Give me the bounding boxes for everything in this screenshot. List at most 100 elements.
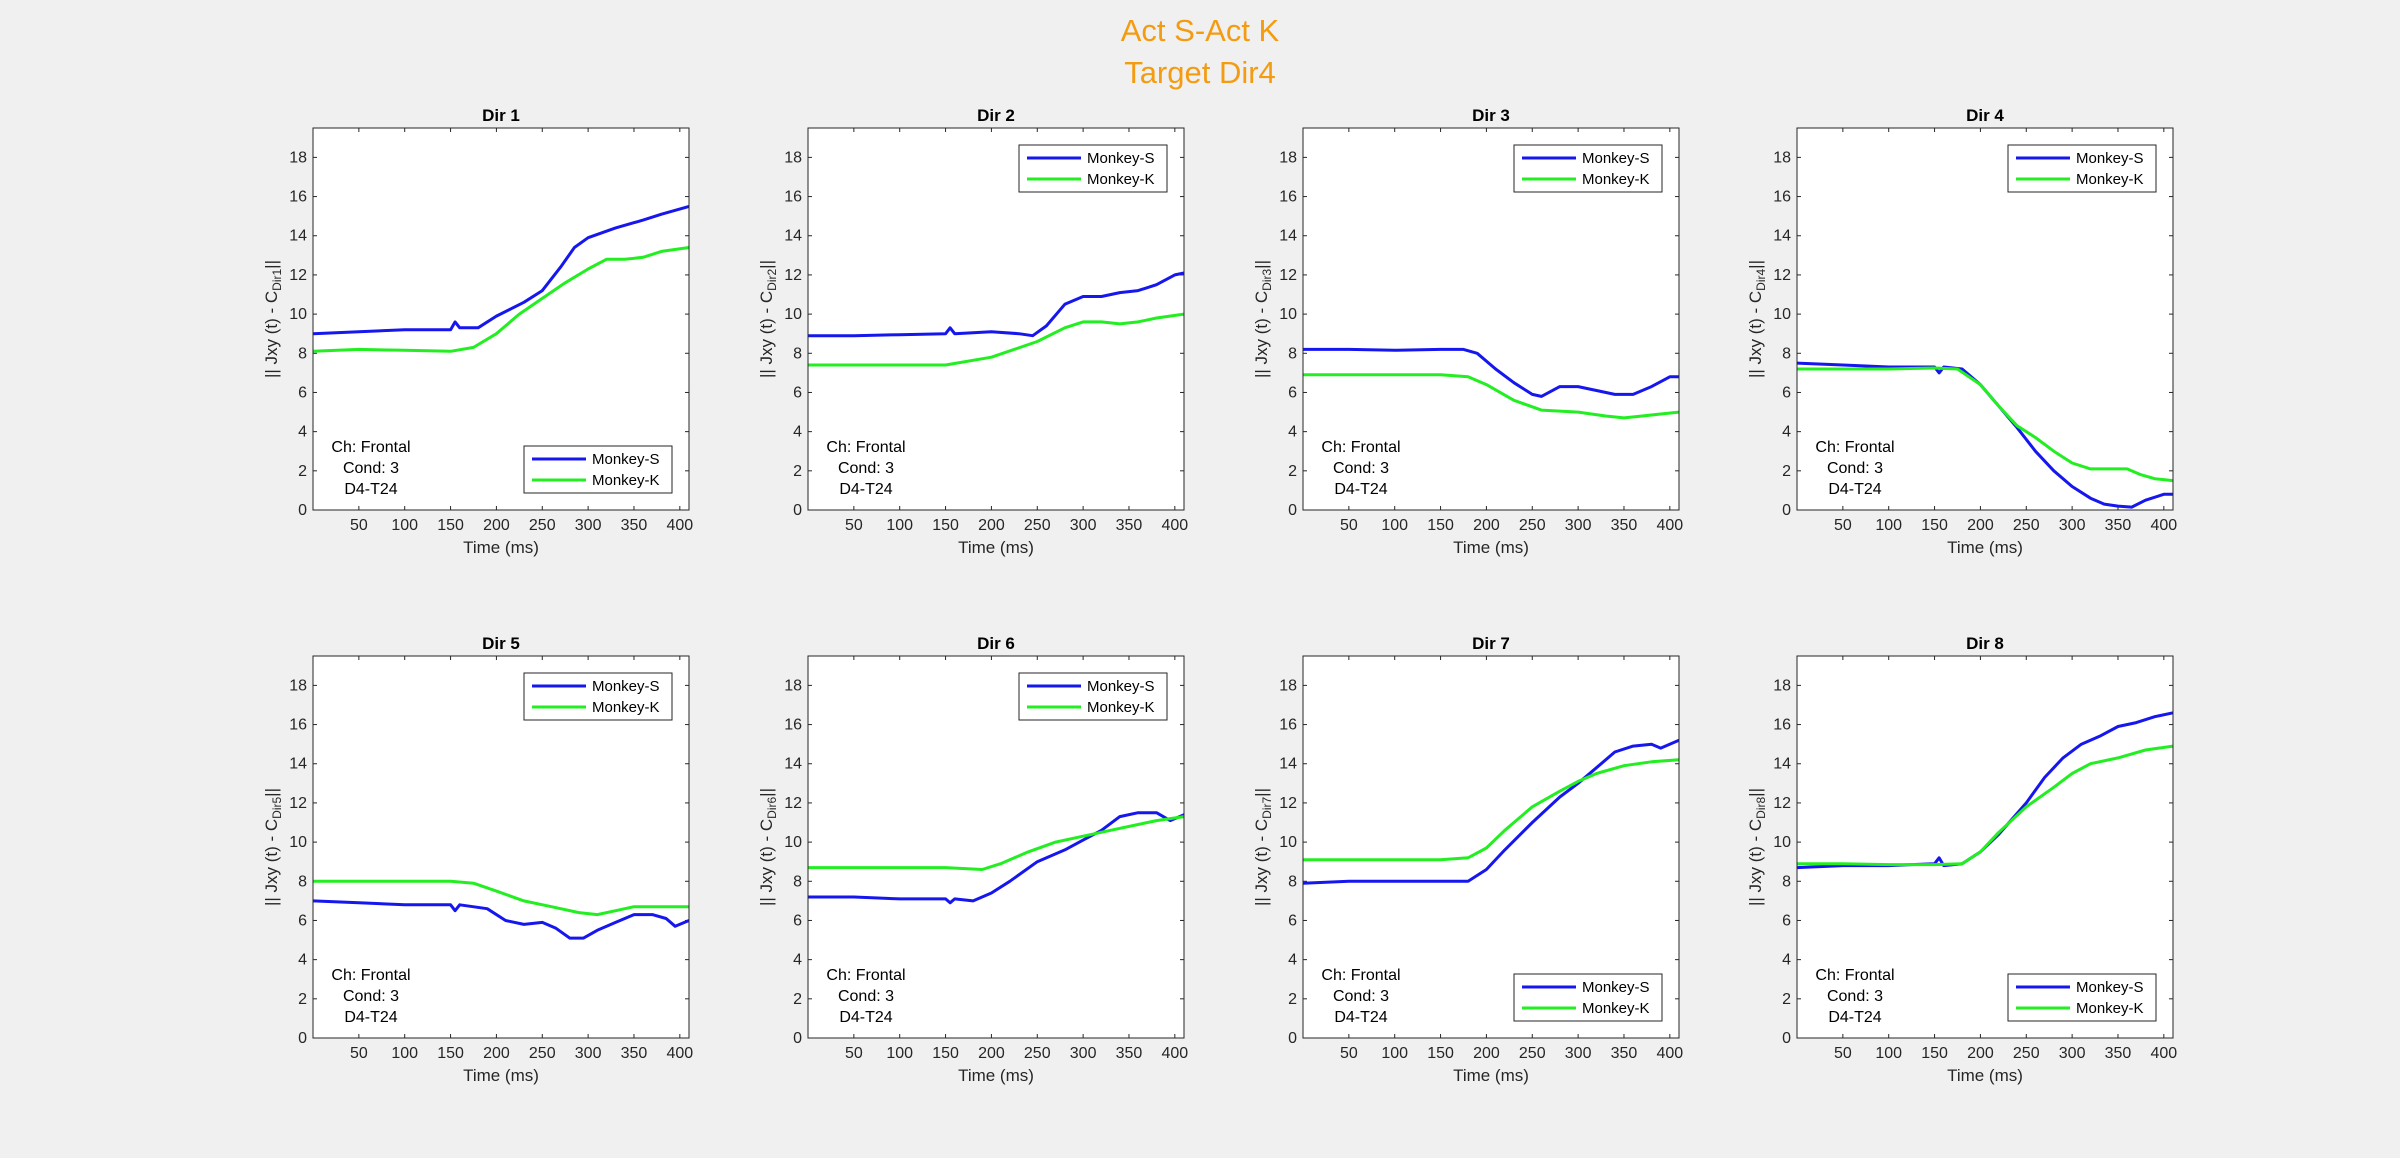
legend: Monkey-S Monkey-K	[1018, 672, 1168, 721]
subplot-3: 50 100 150 200 250 300 350 400 0 2 4 6 8 10 12 14 16 18 Di…	[1252, 106, 1683, 557]
y-axis-label: || Jxy (t) - CDir6||	[757, 788, 779, 906]
legend-box	[1018, 144, 1168, 193]
series-line-monkey-s	[1303, 347, 1679, 398]
y-tick-label: 4	[1782, 424, 1791, 441]
x-tick-label: 200	[1967, 1045, 1994, 1062]
y-tick-label: 14	[784, 756, 802, 773]
legend-label: Monkey-S	[1582, 150, 1650, 167]
y-tick-label: 6	[1782, 384, 1791, 401]
subplot-4: 50 100 150 200 250 300 350 400 0 2 4 6 8 10 12 14 16 18 Di…	[1746, 106, 2177, 557]
x-tick-label: 300	[2059, 1045, 2086, 1062]
y-tick-label: 4	[298, 424, 307, 441]
y-tick-label: 0	[793, 502, 802, 519]
y-tick-label: 16	[289, 717, 307, 734]
y-tick-label: 8	[1782, 345, 1791, 362]
y-tick-label: 8	[1782, 873, 1791, 890]
x-tick-label: 350	[1611, 1045, 1638, 1062]
y-tick-label: 2	[1782, 991, 1791, 1008]
x-axis-label: Time (ms)	[1453, 538, 1529, 557]
y-tick-label: 16	[1279, 717, 1297, 734]
axes-box	[1302, 127, 1680, 511]
y-axis-label: || Jxy (t) - CDir5||	[262, 788, 284, 906]
legend-label: Monkey-S	[592, 678, 660, 695]
annotation-text: D4-T24	[344, 1009, 397, 1026]
y-axis-label: || Jxy (t) - CDir1||	[262, 260, 284, 378]
subplot-2: 50 100 150 200 250 300 350 400 0 2 4 6 8 10 12 14 16 18 Di…	[757, 106, 1188, 557]
y-tick-label: 2	[298, 991, 307, 1008]
x-tick-label: 350	[1116, 517, 1143, 534]
annotation-text: Cond: 3	[1827, 988, 1883, 1005]
x-tick-label: 100	[391, 1045, 418, 1062]
annotation-text: D4-T24	[1828, 481, 1881, 498]
y-tick-label: 6	[298, 384, 307, 401]
y-tick-label: 14	[1279, 756, 1297, 773]
y-tick-label: 16	[1773, 189, 1791, 206]
annotation-text: D4-T24	[1828, 1009, 1881, 1026]
y-tick-label: 14	[289, 228, 307, 245]
legend-box	[1513, 144, 1663, 193]
y-tick-label: 16	[784, 717, 802, 734]
x-tick-label: 100	[886, 517, 913, 534]
x-axis-label: Time (ms)	[1453, 1066, 1529, 1085]
y-tick-label: 2	[1782, 463, 1791, 480]
x-tick-label: 150	[1921, 1045, 1948, 1062]
legend-label: Monkey-S	[1582, 979, 1650, 996]
y-tick-label: 2	[1288, 463, 1297, 480]
y-tick-label: 2	[793, 991, 802, 1008]
x-tick-label: 350	[621, 1045, 648, 1062]
legend-label: Monkey-S	[2076, 150, 2144, 167]
y-axis-label: || Jxy (t) - CDir8||	[1746, 788, 1768, 906]
subplot-1: 50 100 150 200 250 300 350 400 0 2 4 6 8 10 12 14 16 18 Di…	[262, 106, 693, 557]
y-axis-label: || Jxy (t) - CDir3||	[1252, 260, 1274, 378]
x-axis-label: Time (ms)	[1947, 538, 2023, 557]
annotation-text: Cond: 3	[1333, 460, 1389, 477]
y-tick-label: 0	[1288, 1030, 1297, 1047]
y-tick-label: 18	[784, 677, 802, 694]
axes-box	[312, 655, 690, 1039]
x-axis-label: Time (ms)	[463, 1066, 539, 1085]
annotation-text: Ch: Frontal	[826, 439, 905, 456]
y-axis-label: || Jxy (t) - CDir2||	[757, 260, 779, 378]
y-tick-label: 6	[1782, 912, 1791, 929]
annotation-text: Cond: 3	[1827, 460, 1883, 477]
figure-title-line2: Target Dir4	[1124, 55, 1276, 90]
x-tick-label: 300	[1070, 1045, 1097, 1062]
annotation-text: Ch: Frontal	[1321, 967, 1400, 984]
y-tick-label: 8	[793, 873, 802, 890]
legend-label: Monkey-K	[1087, 171, 1155, 188]
x-tick-label: 350	[2105, 517, 2132, 534]
legend-label: Monkey-S	[2076, 979, 2144, 996]
y-tick-label: 4	[1288, 952, 1297, 969]
legend-label: Monkey-S	[1087, 150, 1155, 167]
annotation-text: D4-T24	[344, 481, 397, 498]
x-tick-label: 400	[1656, 1045, 1683, 1062]
y-tick-label: 10	[289, 834, 307, 851]
y-tick-label: 4	[1288, 424, 1297, 441]
y-tick-label: 18	[1279, 149, 1297, 166]
y-tick-label: 16	[289, 189, 307, 206]
y-tick-label: 6	[1288, 384, 1297, 401]
y-tick-label: 2	[298, 463, 307, 480]
subplot-6: 50 100 150 200 250 300 350 400 0 2 4 6 8 10 12 14 16 18 Di…	[757, 634, 1188, 1085]
annotation-text: Ch: Frontal	[826, 967, 905, 984]
legend-box	[1018, 672, 1168, 721]
series-line-monkey-k	[1797, 744, 2174, 867]
x-tick-label: 200	[1473, 1045, 1500, 1062]
y-tick-label: 10	[1279, 306, 1297, 323]
x-tick-label: 50	[1834, 517, 1852, 534]
y-tick-label: 14	[1773, 228, 1791, 245]
y-tick-label: 12	[1279, 267, 1297, 284]
legend-label: Monkey-S	[592, 451, 660, 468]
x-tick-label: 150	[437, 1045, 464, 1062]
y-axis-label: || Jxy (t) - CDir4||	[1746, 260, 1768, 378]
x-tick-label: 50	[845, 1045, 863, 1062]
annotation-text: Cond: 3	[838, 988, 894, 1005]
y-tick-label: 0	[1782, 502, 1791, 519]
y-tick-label: 12	[289, 267, 307, 284]
y-tick-label: 0	[1288, 502, 1297, 519]
x-tick-label: 300	[575, 517, 602, 534]
y-tick-label: 16	[1773, 717, 1791, 734]
y-tick-label: 18	[289, 677, 307, 694]
x-tick-label: 200	[483, 517, 510, 534]
x-tick-label: 200	[978, 517, 1005, 534]
